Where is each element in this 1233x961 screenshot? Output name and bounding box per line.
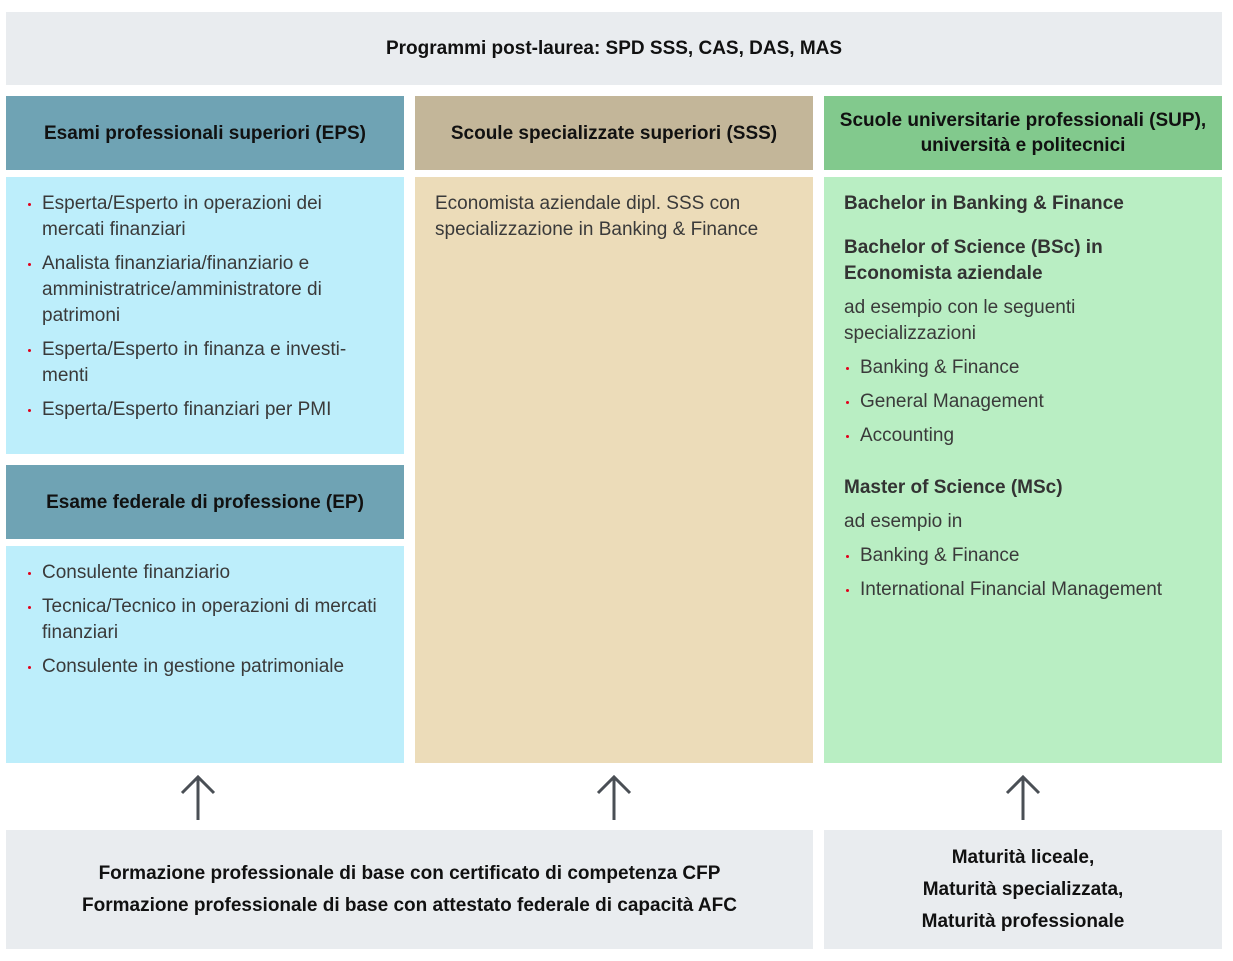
list-item: Accounting — [844, 423, 1202, 449]
list-item: International Financial Management — [844, 577, 1202, 603]
eps-body: Esperta/Esperto in operazioni dei mercat… — [6, 177, 404, 454]
bachelor-bsc: Bachelor of Science (BSc) in Economista … — [844, 237, 1103, 284]
sup-body: Bachelor in Banking & Finance Bachelor o… — [824, 177, 1222, 763]
cfp-line: Formazione professionale di base con cer… — [98, 862, 721, 884]
postgraduate-title: Programmi post-laurea: SPD SSS, CAS, DAS… — [385, 37, 843, 59]
postgraduate-programs-box: Programmi post-laurea: SPD SSS, CAS, DAS… — [6, 12, 1222, 85]
ep-title: Esame federale di professione (EP) — [46, 491, 364, 513]
list-item: Esperta/Esperto in operazioni dei mercat… — [26, 191, 384, 243]
list-item: General Management — [844, 389, 1202, 415]
sss-header: Scoule specializzate superiori (SSS) — [415, 96, 813, 170]
bachelor-intro: ad esempio con le seguenti specializzazi… — [844, 297, 1076, 344]
ep-body: Consulente finanziario Tecnica/Tecnico i… — [6, 546, 404, 763]
arrow-up-icon — [596, 775, 632, 820]
sup-header: Scuole universitarie professionali (SUP)… — [824, 96, 1222, 170]
afc-line: Formazione professionale di base con att… — [82, 894, 737, 916]
list-item: Esperta/Esperto finanziari per PMI — [26, 397, 384, 423]
sup-title: Scuole universitarie professionali (SUP)… — [839, 110, 1207, 156]
sss-body: Economista aziendale dipl. SSS con speci… — [415, 177, 813, 763]
list-item: Tecnica/Tecnico in operazioni di mercati… — [26, 594, 384, 646]
sss-text: Economista aziendale dipl. SSS con speci… — [435, 193, 759, 240]
ep-header: Esame federale di professione (EP) — [6, 465, 404, 539]
sss-title: Scoule specializzate superiori (SSS) — [450, 122, 778, 144]
list-item: Consulente in gestione patrimoniale — [26, 654, 384, 680]
bachelor-banking-finance: Bachelor in Banking & Finance — [844, 193, 1124, 214]
list-item: Banking & Finance — [844, 355, 1202, 381]
maturity-box: Maturità liceale, Maturità specializzata… — [824, 830, 1222, 949]
arrow-up-icon — [180, 775, 216, 820]
eps-header: Esami professionali superiori (EPS) — [6, 96, 404, 170]
list-item: Consulente finanziario — [26, 560, 384, 586]
list-item: Analista finanziaria/finanziario e ammin… — [26, 251, 384, 329]
vocational-training-box: Formazione professionale di base con cer… — [6, 830, 813, 949]
master-msc: Master of Science (MSc) — [844, 477, 1063, 498]
eps-title: Esami professionali superiori (EPS) — [43, 122, 367, 144]
master-intro: ad esempio in — [844, 511, 963, 532]
maturity-line: Maturità professionale — [921, 910, 1125, 932]
list-item: Esperta/Esperto in finanza e investi-men… — [26, 337, 384, 389]
list-item: Banking & Finance — [844, 543, 1202, 569]
arrow-up-icon — [1005, 775, 1041, 820]
maturity-line: Maturità specializzata, — [922, 878, 1124, 900]
maturity-line: Maturità liceale, — [951, 846, 1095, 868]
